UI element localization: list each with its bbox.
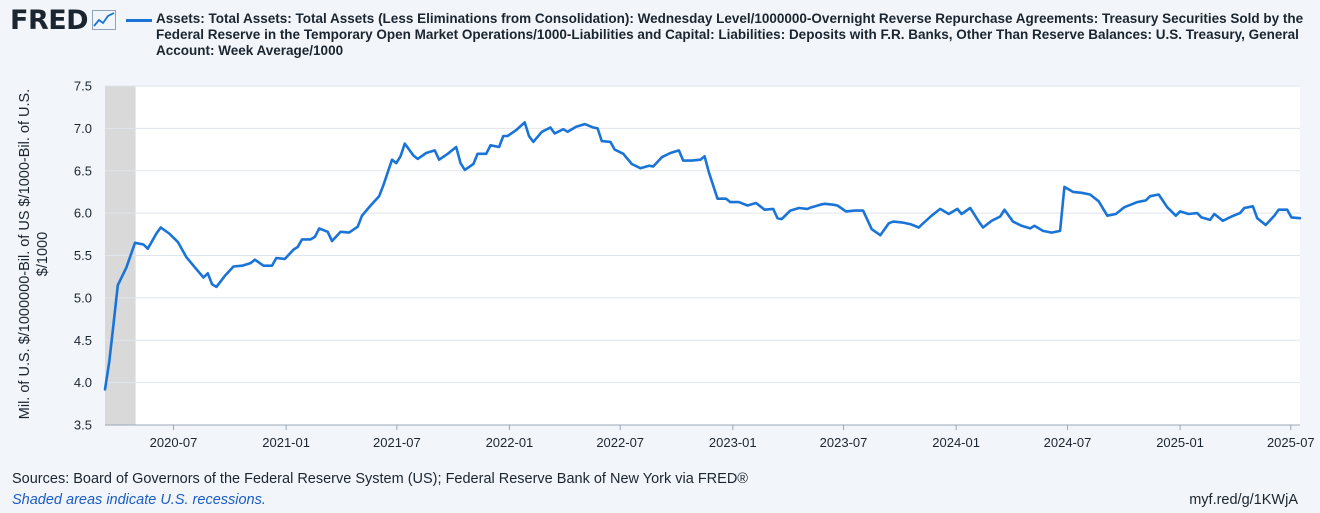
y-tick-label: 5.5: [74, 248, 92, 263]
x-tick-label: 2023-01: [709, 435, 757, 450]
y-tick-label: 7.5: [74, 79, 92, 94]
series-lines: [103, 121, 1302, 391]
y-tick-label: 4.0: [74, 375, 92, 390]
series-legend-label: Assets: Total Assets: Total Assets (Less…: [156, 11, 1304, 58]
x-tick-label: 2025-01: [1156, 435, 1204, 450]
x-tick-label: 2023-07: [820, 435, 868, 450]
y-tick-label: 4.5: [74, 333, 92, 348]
y-tick-label: 6.0: [74, 206, 92, 221]
y-tick-label: 6.5: [74, 163, 92, 178]
recession-note: Shaded areas indicate U.S. recessions.: [12, 492, 266, 508]
y-tick-label: 5.0: [74, 290, 92, 305]
x-tick-label: 2021-07: [373, 435, 421, 450]
x-tick-label: 2020-07: [150, 435, 198, 450]
x-tick-label: 2024-01: [932, 435, 980, 450]
short-link[interactable]: myf.red/g/1KWjA: [1189, 492, 1298, 508]
y-tick-label: 7.0: [74, 121, 92, 136]
legend-swatch: [126, 19, 152, 22]
line-chart-icon: [92, 10, 116, 30]
chart-header: FRED Assets: Total Assets: Total Assets …: [0, 0, 1320, 64]
y-tick-labels: 3.5 4.0 4.5 5.0 5.5 6.0 6.5 7.0 7.5: [74, 79, 92, 433]
fred-logo[interactable]: FRED: [10, 5, 89, 36]
series-line: [103, 121, 1302, 391]
x-tick-label: 2025-07: [1267, 435, 1315, 450]
x-tick-label: 2024-07: [1044, 435, 1092, 450]
y-tick-label: 3.5: [74, 418, 92, 433]
x-tick-labels: 2020-07 2021-01 2021-07 2022-01 2022-07 2023-…: [150, 425, 1315, 450]
x-tick-label: 2022-07: [596, 435, 644, 450]
sources-note: Sources: Board of Governors of the Feder…: [12, 471, 748, 487]
line-chart[interactable]: 3.5 4.0 4.5 5.0 5.5 6.0 6.5 7.0 7.5 2020-07 2021-…: [0, 0, 1320, 463]
x-tick-label: 2021-01: [262, 435, 310, 450]
x-tick-label: 2022-01: [486, 435, 534, 450]
